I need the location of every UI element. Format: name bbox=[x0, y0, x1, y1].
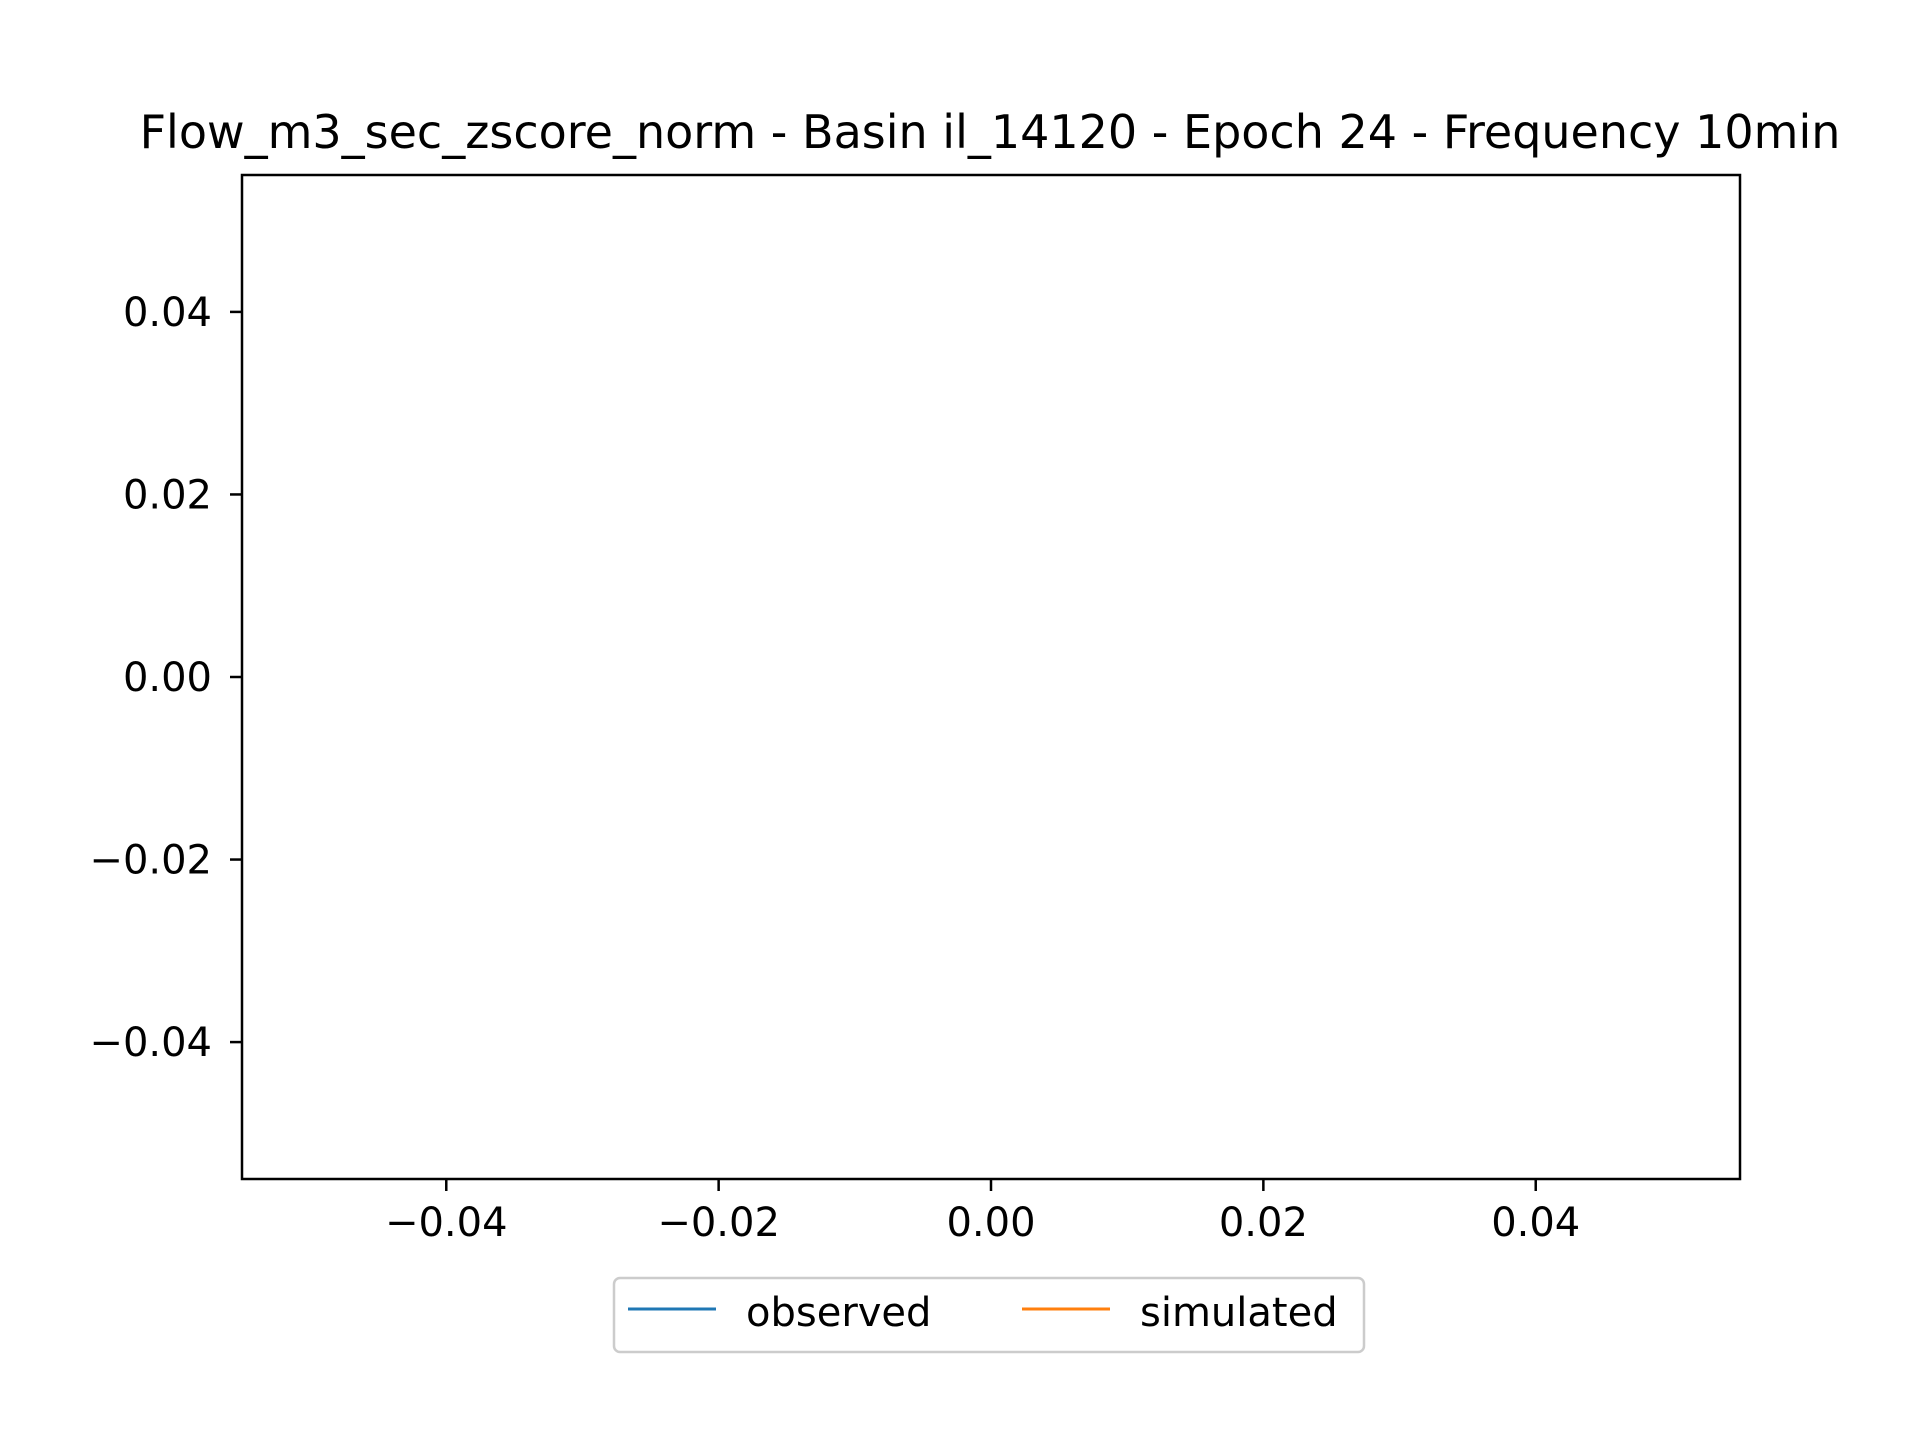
y-tick-label: −0.02 bbox=[89, 838, 212, 884]
legend-label-simulated: simulated bbox=[1140, 1290, 1338, 1336]
y-axis: 0.04 0.02 0.00 −0.02 −0.04 bbox=[89, 290, 242, 1066]
x-tick-label: −0.02 bbox=[657, 1200, 780, 1246]
x-tick-label: −0.04 bbox=[385, 1200, 508, 1246]
y-tick-label: −0.04 bbox=[89, 1020, 212, 1066]
legend-label-observed: observed bbox=[746, 1290, 931, 1336]
y-tick-label: 0.02 bbox=[123, 472, 212, 518]
legend: observed simulated bbox=[612, 1276, 1366, 1354]
x-tick-label: 0.02 bbox=[1219, 1200, 1308, 1246]
x-tick-label: 0.00 bbox=[946, 1200, 1035, 1246]
chart-title: Flow_m3_sec_zscore_norm - Basin il_14120… bbox=[140, 105, 1841, 159]
y-tick-label: 0.00 bbox=[123, 655, 212, 701]
x-axis: −0.04 −0.02 0.00 0.02 0.04 bbox=[385, 1179, 1580, 1246]
legend-box bbox=[612, 1276, 1366, 1354]
x-tick-label: 0.04 bbox=[1491, 1200, 1580, 1246]
plot-area bbox=[240, 173, 1742, 1181]
y-tick-label: 0.04 bbox=[123, 290, 212, 336]
